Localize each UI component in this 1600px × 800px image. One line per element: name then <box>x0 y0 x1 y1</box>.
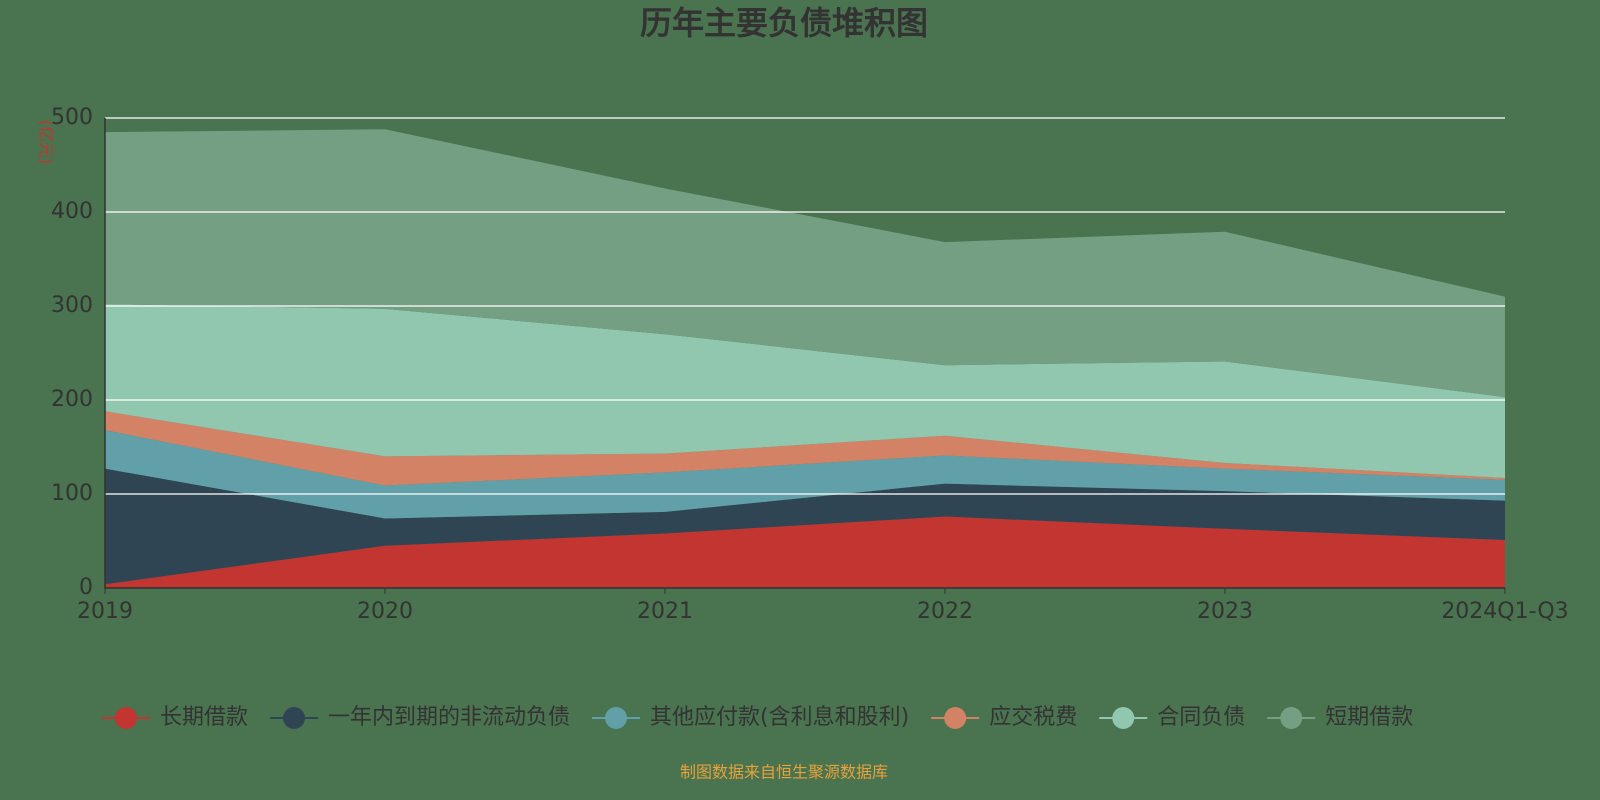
grid <box>105 117 1505 495</box>
y-tick-label: 0 <box>79 575 93 600</box>
x-tick-label: 2022 <box>917 599 973 624</box>
legend-marker <box>605 707 628 729</box>
y-tick-label: 500 <box>51 105 93 130</box>
area <box>105 129 1505 398</box>
y-axis-label: (亿元) <box>37 120 56 165</box>
legend-marker <box>283 707 306 729</box>
y-tick-label: 200 <box>51 387 93 412</box>
area <box>105 516 1505 588</box>
y-tick-label: 400 <box>51 199 93 224</box>
y-tick-label: 100 <box>51 481 93 506</box>
x-tick-label: 2020 <box>357 599 413 624</box>
legend-label: 一年内到期的非流动负债 <box>328 705 570 730</box>
legend-marker <box>944 707 967 729</box>
x-tick-label: 2023 <box>1197 599 1253 624</box>
x-tick-label: 2024Q1-Q3 <box>1441 599 1568 624</box>
y-tick-label: 300 <box>51 293 93 318</box>
x-tick-label: 2019 <box>77 599 133 624</box>
legend-label: 短期借款 <box>1325 705 1413 730</box>
legend-marker <box>115 707 137 729</box>
areas <box>105 129 1505 588</box>
x-tick-label: 2021 <box>637 599 693 624</box>
legend-label: 合同负债 <box>1157 705 1245 730</box>
area <box>105 468 1505 585</box>
source-note: 制图数据来自恒生聚源数据库 <box>680 763 888 782</box>
legend-label: 长期借款 <box>160 705 248 730</box>
legend-label: 应交税费 <box>989 705 1077 730</box>
area <box>105 304 1505 479</box>
chart-title: 历年主要负债堆积图 <box>640 4 928 42</box>
legend-marker <box>1280 707 1303 729</box>
area <box>105 430 1505 519</box>
area <box>105 411 1505 486</box>
legend-label: 其他应付款(含利息和股利) <box>650 705 909 730</box>
legend-marker <box>1112 707 1135 729</box>
